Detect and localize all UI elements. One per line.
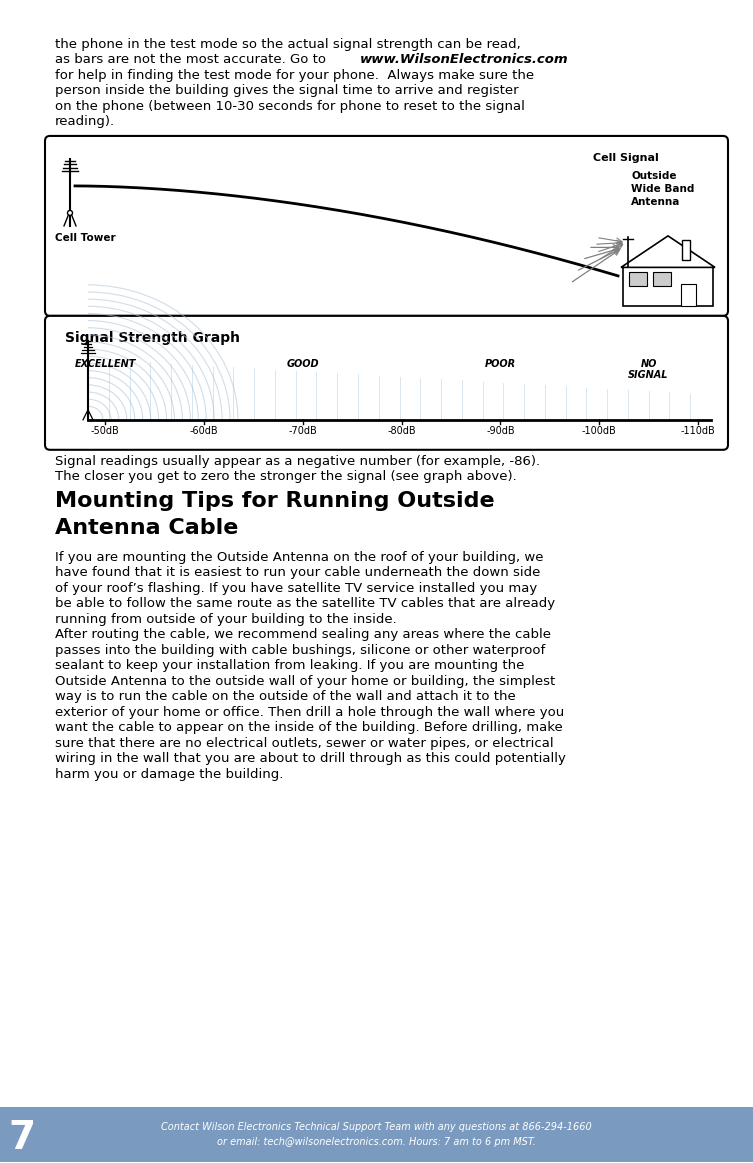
Text: Contact Wilson Electronics Technical Support Team with any questions at 866-294-: Contact Wilson Electronics Technical Sup… (161, 1122, 592, 1133)
Text: www.WilsonElectronics.com: www.WilsonElectronics.com (360, 53, 569, 66)
Bar (681, 284, 696, 306)
Text: -90dB: -90dB (486, 426, 514, 436)
Text: person inside the building gives the signal time to arrive and register: person inside the building gives the sig… (55, 85, 519, 98)
Text: want the cable to appear on the inside of the building. Before drilling, make: want the cable to appear on the inside o… (55, 721, 562, 734)
Text: passes into the building with cable bushings, silicone or other waterproof: passes into the building with cable bush… (55, 643, 545, 657)
Text: Antenna Cable: Antenna Cable (55, 518, 239, 537)
Text: Cell Tower: Cell Tower (55, 233, 116, 243)
Text: -110dB: -110dB (681, 426, 715, 436)
Bar (0, 1106, 753, 1163)
Text: Signal Strength Graph: Signal Strength Graph (65, 330, 240, 345)
Text: be able to follow the same route as the satellite TV cables that are already: be able to follow the same route as the … (55, 598, 555, 611)
Text: -50dB: -50dB (90, 426, 120, 436)
Text: on the phone (between 10-30 seconds for phone to reset to the signal: on the phone (between 10-30 seconds for … (55, 100, 525, 113)
Text: the phone in the test mode so the actual signal strength can be read,: the phone in the test mode so the actual… (55, 38, 521, 51)
Text: or email: tech@wilsonelectronics.com. Hours: 7 am to 6 pm MST.: or email: tech@wilsonelectronics.com. Ho… (217, 1137, 536, 1148)
Text: -60dB: -60dB (190, 426, 218, 436)
Bar (681, 241, 690, 261)
Text: running from outside of your building to the inside.: running from outside of your building to… (55, 613, 397, 626)
Text: sealant to keep your installation from leaking. If you are mounting the: sealant to keep your installation from l… (55, 659, 524, 672)
Text: as bars are not the most accurate. Go to: as bars are not the most accurate. Go to (55, 53, 331, 66)
Text: -70dB: -70dB (288, 426, 317, 436)
FancyBboxPatch shape (45, 316, 728, 450)
Text: sure that there are no electrical outlets, sewer or water pipes, or electrical: sure that there are no electrical outlet… (55, 736, 553, 750)
Text: Mounting Tips for Running Outside: Mounting Tips for Running Outside (55, 491, 495, 511)
Text: If you are mounting the Outside Antenna on the roof of your building, we: If you are mounting the Outside Antenna … (55, 551, 544, 564)
Text: NO
SIGNAL: NO SIGNAL (628, 359, 669, 380)
Text: POOR: POOR (485, 359, 516, 369)
Text: 7: 7 (8, 1120, 35, 1157)
Text: GOOD: GOOD (286, 359, 319, 369)
Text: Antenna: Antenna (631, 197, 681, 207)
Text: Outside Antenna to the outside wall of your home or building, the simplest: Outside Antenna to the outside wall of y… (55, 675, 555, 687)
Text: Wide Band: Wide Band (631, 184, 694, 194)
Text: have found that it is easiest to run your cable underneath the down side: have found that it is easiest to run you… (55, 566, 541, 579)
Text: -80dB: -80dB (387, 426, 416, 436)
Text: reading).: reading). (55, 115, 115, 128)
Bar (653, 272, 671, 286)
FancyBboxPatch shape (45, 136, 728, 316)
Text: Cell Signal: Cell Signal (593, 152, 659, 163)
Text: for help in finding the test mode for your phone.  Always make sure the: for help in finding the test mode for yo… (55, 69, 534, 81)
Text: way is to run the cable on the outside of the wall and attach it to the: way is to run the cable on the outside o… (55, 690, 516, 704)
Text: After routing the cable, we recommend sealing any areas where the cable: After routing the cable, we recommend se… (55, 628, 551, 641)
Text: Outside: Outside (631, 171, 676, 181)
Bar (623, 267, 713, 306)
Text: exterior of your home or office. Then drill a hole through the wall where you: exterior of your home or office. Then dr… (55, 706, 564, 719)
Text: wiring in the wall that you are about to drill through as this could potentially: wiring in the wall that you are about to… (55, 752, 566, 765)
Circle shape (68, 211, 72, 215)
Text: -100dB: -100dB (582, 426, 617, 436)
Polygon shape (621, 236, 715, 267)
Text: of your roof’s flashing. If you have satellite TV service installed you may: of your roof’s flashing. If you have sat… (55, 582, 537, 594)
Text: Signal readings usually appear as a negative number (for example, -86).: Signal readings usually appear as a nega… (55, 455, 540, 468)
Text: harm you or damage the building.: harm you or damage the building. (55, 768, 283, 780)
Text: The closer you get to zero the stronger the signal (see graph above).: The closer you get to zero the stronger … (55, 470, 517, 484)
Text: EXCELLENT: EXCELLENT (75, 359, 136, 369)
Bar (629, 272, 647, 286)
